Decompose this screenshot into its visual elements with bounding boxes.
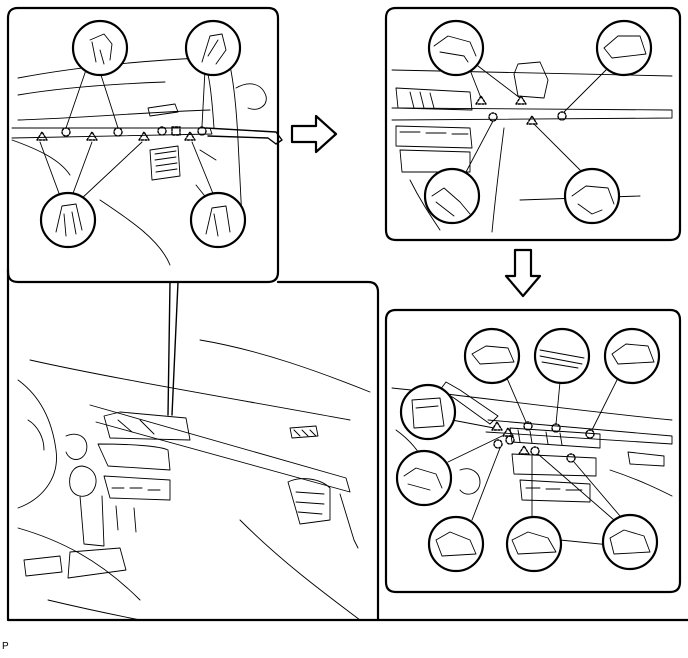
trim-strip-panel1 [205,127,283,145]
callout-bubbles-panel3 [395,327,661,573]
callout-lines-panel1 [167,281,179,416]
dashboard-overview-sketch [17,339,371,621]
clip-circle-icon [493,421,595,463]
claw-triangle-icon [36,131,196,141]
dashboard-sketch-panel1 [11,39,267,266]
detail-frame-2 [384,6,682,242]
detail-frame-1 [6,6,280,284]
claw-triangle-icon [475,95,538,125]
detail-frame-3 [384,308,682,594]
clip-markers-panel2 [475,95,567,125]
callout-bubbles-panel1 [39,19,247,249]
figure-code: P [2,641,9,652]
arrow-right-icon [290,114,338,154]
claw-triangle-icon [491,421,530,455]
clip-markers-panel1 [36,126,207,141]
clip-markers-panel3 [491,421,595,463]
arrow-down-icon [504,248,542,298]
clip-square-icon [171,126,181,136]
callout-bubbles-panel2 [423,19,653,225]
overview-frame [6,268,688,622]
